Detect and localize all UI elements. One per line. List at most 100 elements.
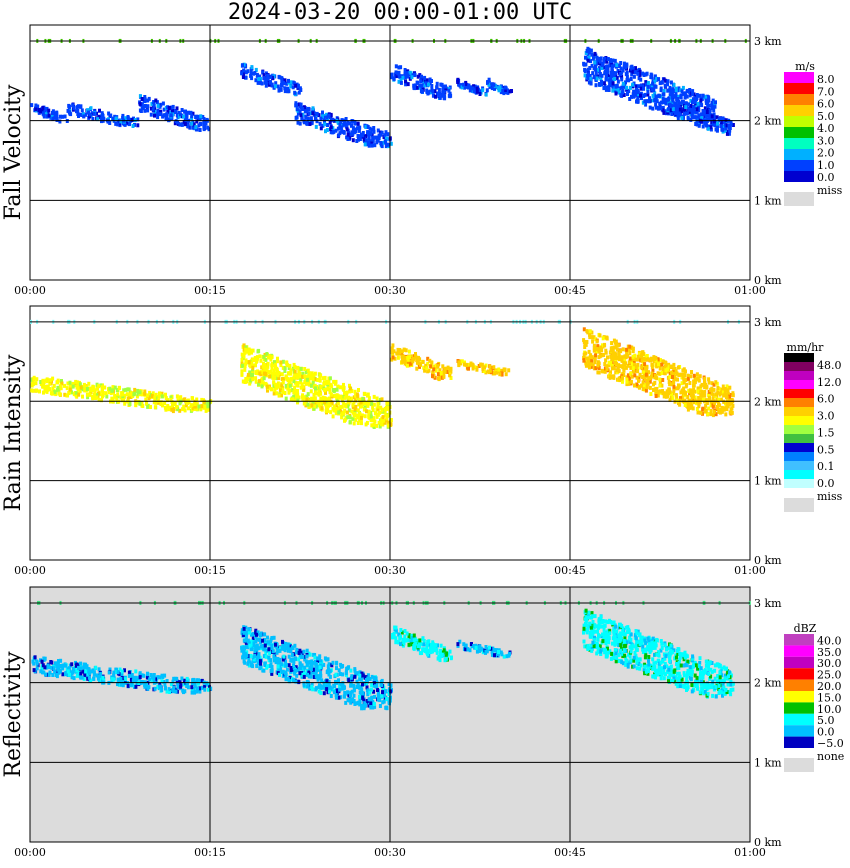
echo-cell (607, 74, 611, 79)
echo-cell (272, 391, 276, 396)
echo-cell (680, 395, 684, 400)
echo-cell (300, 650, 304, 655)
echo-cell (79, 661, 83, 666)
echo-cell (128, 392, 132, 397)
colorbar-swatch (784, 398, 814, 407)
echo-cell (165, 112, 169, 117)
echo-cell (415, 360, 419, 365)
echo-cell (653, 380, 657, 385)
echo-cell (241, 63, 244, 68)
echo-cell (276, 657, 280, 661)
echo-cell (334, 407, 338, 412)
echo-cell (361, 396, 365, 401)
echo-cell (443, 96, 447, 101)
echo-cell (683, 91, 687, 96)
echo-cell (384, 413, 388, 418)
echo-cell (162, 680, 166, 684)
echo-cell (374, 676, 378, 681)
echo-cell (378, 397, 382, 402)
echo-cell (600, 368, 604, 373)
echo-cell (645, 354, 649, 358)
echo-cell (656, 371, 660, 376)
echo-cell (387, 692, 391, 696)
echo-cell (710, 103, 714, 108)
echo-cell (266, 74, 270, 78)
echo-cell (586, 363, 590, 368)
echo-cell (707, 393, 711, 398)
echo-cell (242, 62, 246, 67)
echo-cell (682, 386, 686, 391)
echo-cell (398, 350, 402, 355)
echo-cell (693, 398, 697, 403)
echo-cell (342, 382, 345, 387)
echo-cell (111, 385, 115, 390)
colorbar-swatch (784, 461, 814, 470)
echo-cell (354, 417, 358, 422)
echo-cell (642, 86, 646, 91)
echo-cell (709, 412, 713, 417)
echo-cell (75, 105, 79, 110)
echo-cell (123, 668, 126, 673)
echo-cell (387, 700, 391, 705)
x-tick-label: 01:00 (734, 284, 766, 297)
echo-cell (359, 397, 363, 402)
echo-cell (297, 395, 301, 400)
echo-cell (669, 108, 673, 113)
echo-cell (714, 392, 718, 397)
echo-cell (281, 657, 285, 662)
echo-cell (257, 652, 261, 657)
echo-cell (637, 84, 641, 89)
echo-cell (415, 85, 419, 90)
echo-cell (419, 79, 423, 84)
echo-cell (246, 661, 250, 666)
echo-cell (713, 400, 716, 405)
echo-cell (272, 368, 276, 373)
echo-cell (183, 408, 187, 413)
echo-cell (614, 84, 618, 89)
echo-cell (164, 407, 168, 412)
echo-cell (433, 89, 437, 94)
echo-cell (352, 687, 356, 692)
echo-cell (652, 388, 655, 392)
echo-cell (287, 390, 291, 395)
echo-cell (151, 391, 155, 396)
echo-cell (676, 365, 680, 370)
echo-cell (583, 67, 587, 72)
echo-cell (349, 690, 353, 695)
echo-cell (185, 676, 189, 681)
echo-cell (348, 386, 352, 391)
echo-cell (707, 95, 711, 100)
echo-cell (178, 680, 182, 685)
echo-cell (292, 394, 296, 399)
echo-cell (207, 682, 211, 687)
echo-cell (639, 86, 643, 91)
echo-cell (633, 353, 637, 358)
echo-cell (460, 85, 464, 90)
echo-cell (354, 398, 358, 403)
echo-cell (255, 72, 259, 77)
echo-cell (425, 78, 429, 83)
colorbar-label: 48.0 (817, 359, 842, 372)
echo-cell (353, 702, 357, 706)
echo-cell (35, 661, 39, 666)
echo-cell (171, 109, 174, 114)
echo-cell (48, 378, 52, 383)
echo-cell (358, 694, 361, 699)
echo-cell (366, 692, 370, 697)
echo-cell (600, 348, 604, 353)
echo-cell (271, 649, 275, 654)
echo-cell (112, 673, 116, 678)
echo-cell (198, 686, 202, 691)
echo-cell (273, 360, 276, 365)
echo-cell (691, 391, 695, 396)
echo-cell (295, 107, 299, 112)
echo-cell (140, 106, 144, 111)
echo-cell (160, 688, 164, 692)
echo-cell (248, 660, 252, 665)
echo-cell (35, 666, 39, 671)
echo-cell (275, 642, 279, 647)
colorbar-swatch (784, 443, 814, 452)
echo-cell (356, 408, 360, 413)
echo-cell (103, 385, 107, 390)
echo-cell (75, 668, 79, 673)
